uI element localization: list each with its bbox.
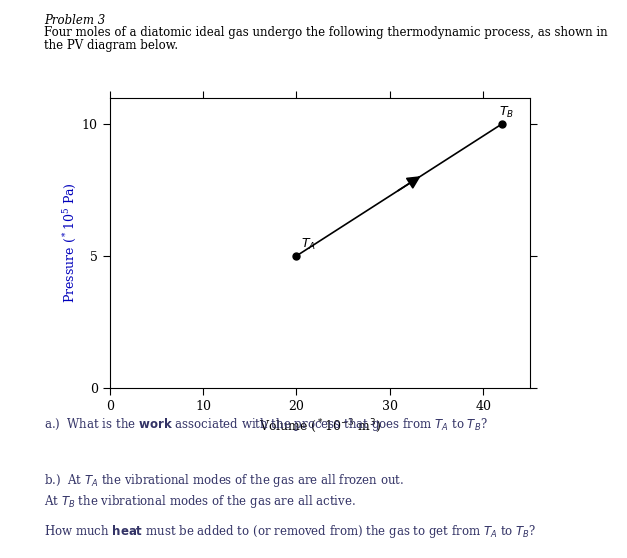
Text: Problem 3: Problem 3 [44, 14, 105, 27]
Text: b.)  At $T_A$ the vibrational modes of the gas are all frozen out.: b.) At $T_A$ the vibrational modes of th… [44, 472, 404, 488]
Text: $T_B$: $T_B$ [499, 105, 514, 120]
Text: How much $\mathbf{heat}$ must be added to (or removed from) the gas to get from : How much $\mathbf{heat}$ must be added t… [44, 523, 537, 540]
X-axis label: Volume ($\mathregular{{}^*10^{-3}}$ m$^3$): Volume ($\mathregular{{}^*10^{-3}}$ m$^3… [259, 417, 381, 434]
Text: At $T_B$ the vibrational modes of the gas are all active.: At $T_B$ the vibrational modes of the ga… [44, 493, 356, 509]
Y-axis label: Pressure ($\mathregular{{}^*10^5}$ Pa): Pressure ($\mathregular{{}^*10^5}$ Pa) [61, 182, 78, 303]
Text: a.)  What is the $\mathbf{work}$ associated with the process that goes from $T_A: a.) What is the $\mathbf{work}$ associat… [44, 416, 488, 432]
Text: Four moles of a diatomic ideal gas undergo the following thermodynamic process, : Four moles of a diatomic ideal gas under… [44, 26, 608, 39]
Text: the PV diagram below.: the PV diagram below. [44, 39, 178, 51]
Text: $T_A$: $T_A$ [301, 237, 316, 252]
